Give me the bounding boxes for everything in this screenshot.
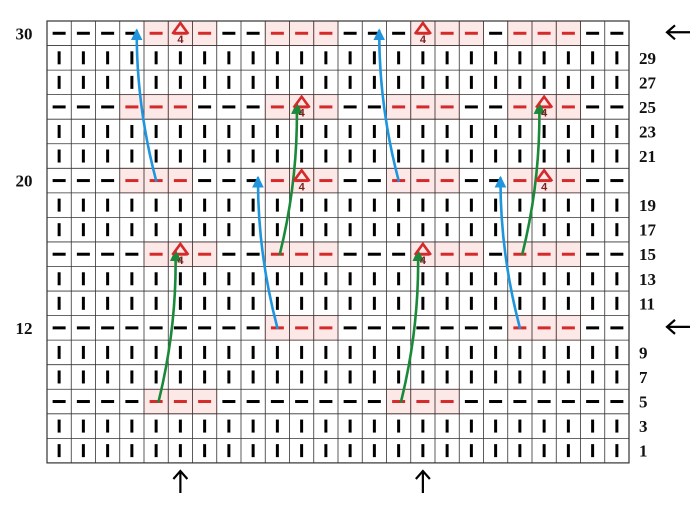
- plait-caret-icon: [535, 168, 554, 183]
- green-cable-arrow: [157, 249, 182, 403]
- grid-layer: [46, 20, 630, 464]
- row-number-right: 25: [639, 98, 656, 117]
- plait-caret-icon: [535, 94, 554, 109]
- plait-count-label: 4: [177, 255, 184, 267]
- column-pointer-arrowhead: [415, 469, 431, 480]
- row-number-right: 11: [639, 294, 655, 313]
- stitch-symbol-layer: [52, 31, 624, 458]
- blue-cable-arrow: [130, 28, 158, 182]
- row-number-right: 15: [639, 245, 656, 264]
- row-number-right: 21: [639, 147, 656, 166]
- row-number-right: 7: [639, 368, 648, 387]
- plait-count-label: 4: [299, 108, 306, 120]
- row-number-right: 23: [639, 122, 656, 141]
- row-number-right: 1: [639, 442, 648, 461]
- column-pointer-arrowhead: [172, 469, 189, 480]
- plait-caret-icon: [413, 20, 432, 35]
- plait-count-label: 4: [541, 108, 548, 120]
- row-number-right: 13: [639, 270, 656, 289]
- row-pointer-arrowhead: [665, 319, 676, 335]
- row-number-right: 5: [639, 393, 648, 412]
- plait-marker-layer: 4 4 4 4 4 4 4 4: [171, 20, 554, 267]
- green-cable-arrow: [521, 102, 546, 256]
- blue-cable-arrow: [373, 28, 400, 182]
- green-cable-arrow: [278, 102, 303, 256]
- plait-caret-icon: [292, 94, 311, 109]
- cable-arrow-layer: [130, 28, 546, 403]
- row-number-right: 3: [639, 417, 648, 436]
- plait-caret-icon: [171, 241, 190, 256]
- row-number-right: 9: [639, 343, 648, 362]
- plait-caret-icon: [292, 168, 311, 183]
- pointer-arrow-layer: [172, 24, 690, 493]
- plait-count-label: 4: [299, 181, 306, 193]
- blue-cable-arrow: [494, 175, 522, 330]
- row-number-right: 19: [639, 196, 656, 215]
- row-number-right: 29: [639, 49, 656, 68]
- green-cable-arrow: [399, 249, 425, 403]
- blue-cable-arrow: [252, 175, 279, 330]
- row-number-right: 27: [639, 73, 657, 92]
- plait-caret-icon: [171, 20, 190, 35]
- plait-count-label: 4: [420, 255, 427, 267]
- plait-count-label: 4: [177, 34, 184, 46]
- row-number-left: 30: [16, 24, 33, 43]
- row-pointer-arrowhead: [665, 24, 676, 41]
- row-number-left: 12: [16, 319, 33, 338]
- row-number-left: 20: [16, 172, 33, 191]
- row-number-layer: 29 27 25 23 21 19 17 15 13 11 9 7 5 3 1 30 20 12: [16, 24, 657, 460]
- plait-count-label: 4: [420, 34, 427, 46]
- plait-count-label: 4: [541, 181, 548, 193]
- row-number-right: 17: [639, 221, 657, 240]
- plait-caret-icon: [413, 241, 432, 256]
